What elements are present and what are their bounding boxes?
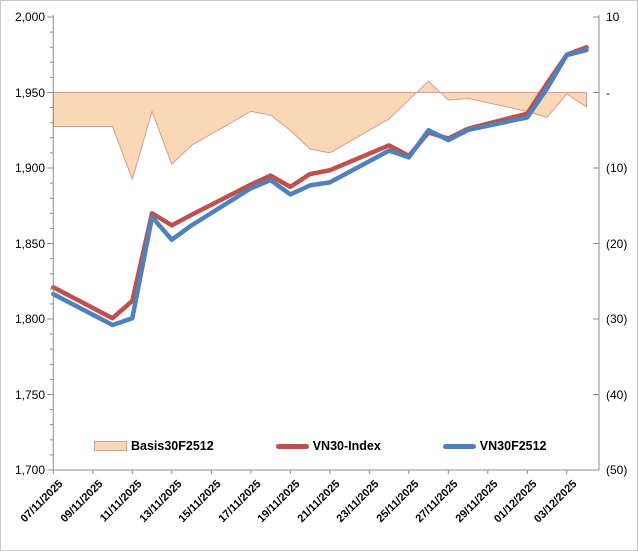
left-axis-label: 1,850 (14, 236, 45, 251)
left-axis-label: 1,750 (14, 387, 45, 402)
basis-area-series (52, 80, 588, 180)
vn30-index-series (51, 44, 589, 321)
left-axis-label: 2,000 (14, 10, 45, 24)
right-axis-label: (40) (606, 387, 628, 402)
left-axis-label: 1,950 (14, 85, 45, 100)
right-axis-label: 10 (606, 10, 620, 24)
right-axis-label: (10) (606, 161, 628, 175)
legend-entry-basis: Basis30F2512 (94, 439, 214, 453)
right-axis-label: (30) (606, 312, 628, 326)
left-axis-label: 1,800 (14, 312, 45, 326)
legend-entry-vn30-index: VN30-Index (275, 439, 381, 453)
red-line-swatch-icon (275, 443, 309, 449)
legend-entry-vn30f2512: VN30F2512 (442, 439, 547, 453)
left-axis-label: 1,900 (14, 161, 45, 175)
area-swatch-icon (94, 441, 127, 451)
legend-label-vn30f2512: VN30F2512 (479, 439, 547, 453)
right-axis-label: (20) (606, 236, 628, 251)
legend-label-vn30-index: VN30-Index (312, 439, 381, 453)
blue-line-swatch-icon (442, 443, 476, 449)
right-axis-label: (50) (606, 463, 628, 477)
legend: Basis30F2512 VN30-Index VN30F2512 (94, 439, 547, 453)
right-axis-label: - (606, 85, 610, 100)
left-axis-label: 1,700 (14, 463, 45, 477)
legend-label-basis: Basis30F2512 (131, 439, 214, 453)
vn30f2512-series (51, 47, 589, 328)
